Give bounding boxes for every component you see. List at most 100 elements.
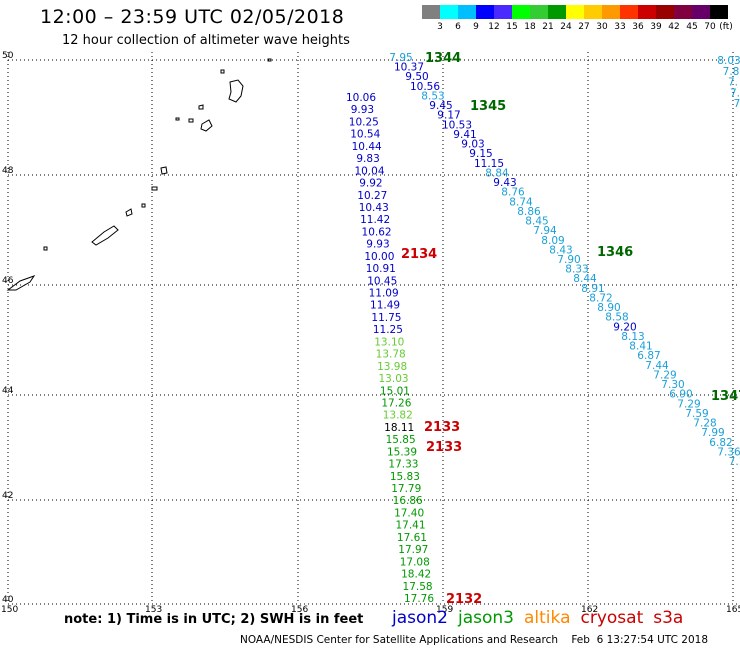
colorbar-swatch [584,5,602,19]
longitude-label: 159 [436,605,453,615]
latitude-label: 40 [2,595,14,605]
wave-height-value: 17.58 [403,581,433,593]
wave-height-value: 15.39 [387,446,417,458]
pass-number-label: 2133 [426,440,462,455]
wave-height-value: 17.33 [388,459,418,471]
wave-height-value: 7.30 [661,379,684,391]
island-outline [91,225,119,246]
wave-height-value: 9.03 [461,139,484,151]
coastline-outlines [6,58,272,291]
wave-height-value: 7.44 [645,360,669,372]
wave-height-value: 9.43 [493,177,516,189]
wave-height-value: 7.8 [723,66,740,78]
colorbar-label: 33 [614,22,626,32]
colorbar-swatch [458,5,476,19]
wave-height-value: 8.53 [421,90,444,102]
legend-entry-cryosat: cryosat [580,608,644,628]
latitude-label: 44 [2,386,14,396]
longitude-label: 153 [145,605,162,615]
wave-height-value: 7.94 [533,225,557,237]
island-outline [43,246,48,251]
wave-height-value: 11.25 [373,324,403,336]
colorbar-swatch [548,5,566,19]
longitude-label: 165 [726,605,740,615]
wave-height-value: 13.82 [383,410,413,422]
longitude-label: 162 [581,605,598,615]
wave-height-value: 10.44 [352,141,382,153]
latitude-label: 46 [2,276,14,286]
pass-number-label: 1347 [711,389,740,404]
wave-height-value: 8.76 [501,187,525,199]
colorbar-label: 3 [437,22,443,32]
wave-height-value: 7. [730,87,740,99]
wave-height-value: 9.93 [351,104,374,116]
wave-height-value: 7 [734,98,740,110]
island-outline [125,208,133,217]
pass-number-label: 1344 [425,51,461,66]
island-outline [198,104,204,110]
wave-height-value: 17.41 [395,520,425,532]
wave-height-value: 17.61 [397,532,427,544]
wave-height-value: 9.45 [429,100,452,112]
latitude-label: 48 [2,166,14,176]
wave-height-value: 13.78 [376,349,406,361]
wave-height-value: 8.45 [525,216,548,228]
colorbar-swatch [566,5,584,19]
wave-height-value: 7.95 [389,52,412,64]
altimeter-tracks: 10.069.9310.2510.5410.449.8310.049.9210.… [346,52,740,605]
wave-height-value: 10.27 [357,190,387,202]
longitude-label: 150 [1,605,18,615]
wave-height-value: 17.40 [394,507,424,519]
credit-line: NOAA/NESDIS Center for Satellite Applica… [240,634,708,646]
wave-height-value: 8.43 [549,244,572,256]
colorbar-unit: (ft) [719,22,733,32]
wave-height-value: 9.15 [469,148,492,160]
colorbar-label: 12 [488,22,500,32]
island-outline [151,186,158,191]
island-outline [160,166,168,175]
wave-height-value: 10.06 [346,92,376,104]
lat-lon-grid [7,52,740,605]
footer-note: note: 1) Time is in UTC; 2) SWH is in fe… [64,612,364,627]
colorbar-label: 70 [704,22,716,32]
colorbar-swatch [494,5,512,19]
wave-height-value: 10.37 [394,62,424,74]
wave-height-value: 13.10 [374,336,404,348]
wave-height-value: 10.56 [410,81,440,93]
colorbar-label: 24 [560,22,572,32]
wave-height-value: 7.36 [717,446,740,458]
colorbar-label: 27 [578,22,590,32]
wave-height-value: 9.93 [366,239,389,251]
wave-height-value: 8.74 [509,196,533,208]
colorbar-swatch [638,5,656,19]
wave-height-value: 10.53 [442,119,472,131]
island-outline [228,79,244,103]
pass-number-label: 1345 [470,99,506,114]
map-subtitle: 12 hour collection of altimeter wave hei… [62,33,350,48]
colorbar-swatch [440,5,458,19]
wave-height-value: 8.03 [717,55,740,67]
colorbar-label: 9 [473,22,479,32]
wave-height-value: 17.76 [404,593,434,605]
wave-height-value: 7.90 [557,254,580,266]
wave-height-value: 15.01 [380,385,410,397]
wave-height-value: 9.20 [613,321,636,333]
colorbar-label: 15 [506,22,518,32]
wave-height-value: 9.17 [437,110,460,122]
wave-height-value: 13.03 [379,373,409,385]
colorbar-swatch [422,5,440,19]
wave-height-value: 7.29 [653,369,676,381]
wave-height-value: 8.84 [485,167,509,179]
wave-height-value: 15.85 [386,434,416,446]
wave-height-value: 8.91 [581,283,604,295]
colorbar-label: 18 [524,22,536,32]
wave-height-value: 8.41 [629,341,652,353]
wave-height-value: 15.83 [390,471,420,483]
wave-height-value: 13.98 [377,361,407,373]
wave-height-value: 7.1 [729,456,740,468]
island-outline [267,58,272,62]
legend-entry-altika: altika [524,608,571,628]
longitude-label: 156 [291,605,308,615]
